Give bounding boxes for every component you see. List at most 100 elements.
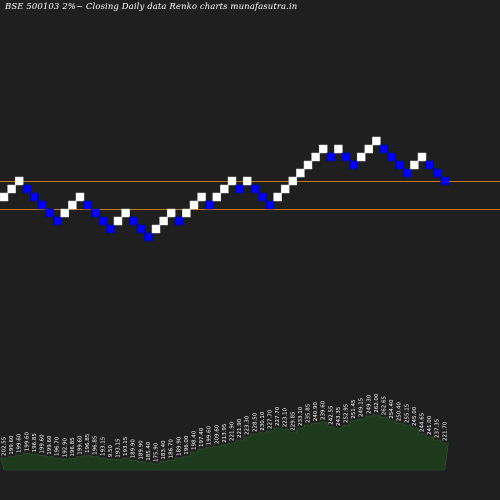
- volume-label: 227.70: [275, 406, 281, 426]
- renko-brick-up: [14, 176, 24, 186]
- renko-brick-down: [379, 144, 389, 154]
- renko-brick-down: [144, 232, 153, 242]
- volume-label: 196.70: [55, 436, 61, 456]
- renko-brick-down: [45, 208, 54, 218]
- renko-brick-up: [113, 216, 123, 226]
- renko-brick-down: [432, 168, 442, 178]
- volume-label: 255.15: [404, 403, 410, 423]
- volume-label: 9.50: [108, 444, 114, 457]
- renko-brick-down: [341, 152, 351, 162]
- renko-brick-down: [90, 208, 100, 218]
- renko-brick-down: [326, 152, 336, 162]
- renko-brick-up: [311, 152, 320, 162]
- renko-brick-up: [227, 176, 237, 186]
- renko-brick-up: [212, 192, 222, 202]
- renko-brick-up: [303, 160, 313, 170]
- renko-brick-up: [0, 192, 9, 202]
- renko-brick-up: [189, 200, 199, 210]
- renko-brick-down: [37, 200, 47, 210]
- volume-label: 192.90: [62, 437, 68, 457]
- volume-label: 239.60: [321, 400, 327, 420]
- renko-brick-up: [68, 200, 77, 210]
- volume-label: 196.85: [85, 433, 91, 453]
- volume-label: 233.10: [298, 406, 304, 426]
- renko-brick-down: [265, 200, 275, 210]
- volume-label: 243.35: [336, 406, 342, 426]
- volume-label: 189.90: [176, 436, 182, 456]
- volume-label: 193.15: [116, 438, 122, 458]
- volume-label: 249.15: [359, 397, 365, 417]
- renko-brick-up: [197, 192, 206, 202]
- volume-label: 185.40: [146, 441, 152, 461]
- renko-brick-up: [182, 208, 191, 218]
- renko-brick-down: [440, 176, 450, 186]
- volume-label: 186.70: [169, 439, 175, 459]
- volume-label: 245.00: [412, 406, 418, 426]
- volume-labels: 202.55 199.60 199.60 199.60 196.85 199.60 199.…: [2, 393, 449, 462]
- renko-brick-down: [128, 216, 138, 226]
- volume-label: 241.00: [427, 415, 433, 435]
- volume-label: 193.15: [123, 436, 129, 456]
- renko-brick-up: [296, 168, 305, 178]
- renko-brick-up: [288, 176, 298, 186]
- volume-label: 221.90: [230, 421, 236, 441]
- renko-brick-up: [121, 208, 130, 218]
- renko-brick-up: [60, 208, 70, 218]
- renko-brick-down: [250, 184, 260, 194]
- renko-brick-down: [204, 200, 214, 210]
- volume-label: 199.60: [40, 434, 46, 454]
- volume-label: 196.85: [70, 437, 76, 457]
- renko-brick-down: [98, 216, 108, 226]
- volume-label: 199.60: [207, 425, 213, 445]
- renko-brick-down: [387, 152, 396, 162]
- volume-label: 254.40: [389, 399, 395, 419]
- volume-label: 249.30: [366, 394, 372, 414]
- volume-label: 244.65: [420, 412, 426, 432]
- renko-brick-up: [372, 136, 381, 146]
- volume-label: 250.40: [397, 401, 403, 421]
- renko-brick-down: [106, 224, 115, 234]
- renko-brick-up: [318, 144, 328, 154]
- renko-brick-up: [356, 152, 366, 162]
- volume-label: 227.70: [268, 409, 274, 429]
- volume-label: 221.70: [442, 421, 448, 441]
- renko-brick-down: [52, 216, 62, 226]
- renko-brick-up: [7, 184, 16, 194]
- renko-brick-down: [136, 224, 146, 234]
- volume-label: 196.00: [184, 435, 190, 455]
- volume-label: 189.90: [131, 439, 137, 459]
- renko-brick-up: [334, 144, 343, 154]
- renko-brick-down: [235, 184, 244, 194]
- volume-label: 199.60: [78, 435, 84, 455]
- volume-label: 183.40: [161, 440, 167, 460]
- volume-label: 237.35: [435, 418, 441, 438]
- renko-brick-up: [273, 192, 282, 202]
- volume-label: 223.30: [245, 415, 251, 435]
- renko-brick-up: [242, 176, 252, 186]
- renko-brick-up: [280, 184, 290, 194]
- volume-label: 198.40: [192, 430, 198, 450]
- volume-label: 175.90: [154, 442, 160, 462]
- volume-label: 199.60: [17, 433, 23, 453]
- chart-title: BSE 500103 2%~ Closing Daily data Renko …: [5, 2, 298, 12]
- volume-label: 223.10: [283, 407, 289, 427]
- volume-label: 251.45: [351, 399, 357, 419]
- volume-area: [0, 414, 449, 471]
- volume-label: 197.40: [199, 427, 205, 447]
- volume-label: 193.15: [100, 436, 106, 456]
- volume-label: 196.85: [32, 433, 38, 453]
- renko-brick-up: [159, 216, 168, 226]
- renko-brick-down: [349, 160, 358, 170]
- volume-label: 228.50: [252, 412, 258, 432]
- volume-label: 209.60: [214, 424, 220, 444]
- renko-brick-down: [174, 216, 184, 226]
- volume-fill: [0, 414, 449, 471]
- renko-brick-down: [83, 200, 92, 210]
- volume-label: 196.85: [93, 435, 99, 455]
- renko-brick-up: [75, 192, 85, 202]
- volume-label: 262.65: [382, 395, 388, 415]
- volume-label: 229.85: [290, 411, 296, 431]
- renko-bricks: [0, 136, 450, 242]
- volume-label: 240.90: [313, 401, 319, 421]
- volume-label: 221.90: [237, 418, 243, 438]
